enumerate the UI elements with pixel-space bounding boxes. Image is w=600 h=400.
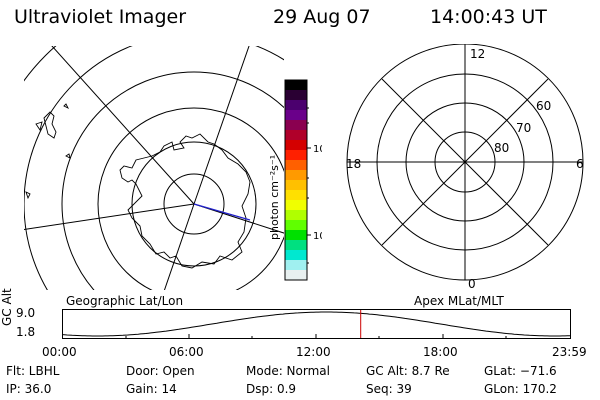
ground-track bbox=[193, 203, 251, 221]
colorbar-swatch bbox=[285, 200, 307, 211]
coastline bbox=[25, 191, 31, 200]
meridian-line bbox=[24, 203, 195, 231]
time-tick-0600: 06:00 bbox=[169, 345, 204, 359]
mode-value: Mode: Normal bbox=[246, 364, 330, 378]
lat-circle bbox=[61, 71, 284, 290]
colorbar-swatch bbox=[285, 130, 307, 141]
coastline bbox=[35, 121, 43, 132]
coastline bbox=[65, 153, 71, 159]
colorbar-swatch bbox=[285, 260, 307, 271]
colorbar-swatch bbox=[285, 190, 307, 201]
lat-circle bbox=[163, 173, 225, 235]
time-tick-2359: 23:59 bbox=[552, 345, 587, 359]
orbit-altitude-plot[interactable] bbox=[62, 309, 574, 343]
colorbar-swatch bbox=[285, 180, 307, 191]
colorbar-swatch bbox=[285, 160, 307, 171]
mlat-label-70: 70 bbox=[516, 121, 531, 135]
colorbar-swatch bbox=[285, 140, 307, 151]
date-label: 29 Aug 07 bbox=[273, 6, 371, 28]
colorbar-swatch bbox=[285, 170, 307, 181]
colorbar-swatch bbox=[285, 80, 307, 91]
right-panel-label: Apex MLat/MLT bbox=[414, 294, 504, 308]
dsp-value: Dsp: 0.9 bbox=[246, 382, 297, 396]
seq-value: Seq: 39 bbox=[366, 382, 412, 396]
left-panel-label: Geographic Lat/Lon bbox=[66, 294, 184, 308]
mlt-label-12: 12 bbox=[470, 47, 485, 61]
colorbar-swatch bbox=[285, 210, 307, 221]
meridian-line bbox=[163, 203, 195, 290]
lat-circle bbox=[97, 107, 284, 290]
mlat-label-60: 60 bbox=[536, 99, 551, 113]
colorbar-swatch bbox=[285, 270, 307, 281]
orbit-altitude-curve bbox=[62, 311, 571, 337]
colorbar-swatch bbox=[285, 110, 307, 121]
orbit-y-tick-bottom: 1.8 bbox=[16, 325, 36, 339]
coastline bbox=[119, 133, 251, 269]
magnetic-polar-panel[interactable]: 12 6 0 18 60 70 80 bbox=[340, 44, 592, 292]
time-label: 14:00:43 UT bbox=[430, 6, 547, 28]
app-title: Ultraviolet Imager bbox=[14, 6, 187, 28]
colorbar-swatch bbox=[285, 120, 307, 131]
mlt-label-6: 6 bbox=[576, 157, 584, 171]
gain-value: Gain: 14 bbox=[126, 382, 177, 396]
colorbar-swatch bbox=[285, 240, 307, 251]
gc-alt-value: GC Alt: 8.7 Re bbox=[366, 364, 450, 378]
colorbar-swatch bbox=[285, 230, 307, 241]
coastline bbox=[43, 111, 57, 139]
mlt-line bbox=[381, 78, 549, 246]
colorbar-swatch bbox=[285, 220, 307, 231]
meridian-line bbox=[193, 203, 284, 234]
geographic-map-panel[interactable] bbox=[24, 46, 284, 290]
mlt-label-0: 0 bbox=[468, 277, 476, 291]
time-tick-1800: 18:00 bbox=[423, 345, 458, 359]
colorbar-tick-label: 10 bbox=[313, 231, 322, 242]
colorbar-swatch bbox=[285, 250, 307, 261]
meridian-line bbox=[193, 46, 250, 205]
coastline bbox=[63, 103, 70, 110]
colorbar-swatch bbox=[285, 150, 307, 161]
colorbar-tick-label: 100 bbox=[313, 144, 322, 155]
time-tick-1200: 12:00 bbox=[296, 345, 331, 359]
colorbar-swatch bbox=[285, 100, 307, 111]
orbit-y-tick-top: 9.0 bbox=[16, 306, 36, 320]
glon-value: GLon: 170.2 bbox=[484, 382, 557, 396]
lat-circle bbox=[131, 141, 257, 267]
mlat-label-80: 80 bbox=[494, 141, 509, 155]
door-status: Door: Open bbox=[126, 364, 195, 378]
ip-value: IP: 36.0 bbox=[6, 382, 52, 396]
orbit-y-axis-label: GC Alt bbox=[0, 288, 14, 326]
meridian-line bbox=[51, 46, 195, 205]
time-tick-0000: 00:00 bbox=[42, 345, 77, 359]
mlt-label-18: 18 bbox=[346, 157, 361, 171]
colorbar-swatch bbox=[285, 90, 307, 101]
filter-value: Flt: LBHL bbox=[6, 364, 60, 378]
colorbar: 100 10 photon cm⁻²s⁻¹ bbox=[268, 79, 322, 281]
colorbar-unit-label: photon cm⁻²s⁻¹ bbox=[268, 155, 281, 240]
glat-value: GLat: −71.6 bbox=[484, 364, 557, 378]
